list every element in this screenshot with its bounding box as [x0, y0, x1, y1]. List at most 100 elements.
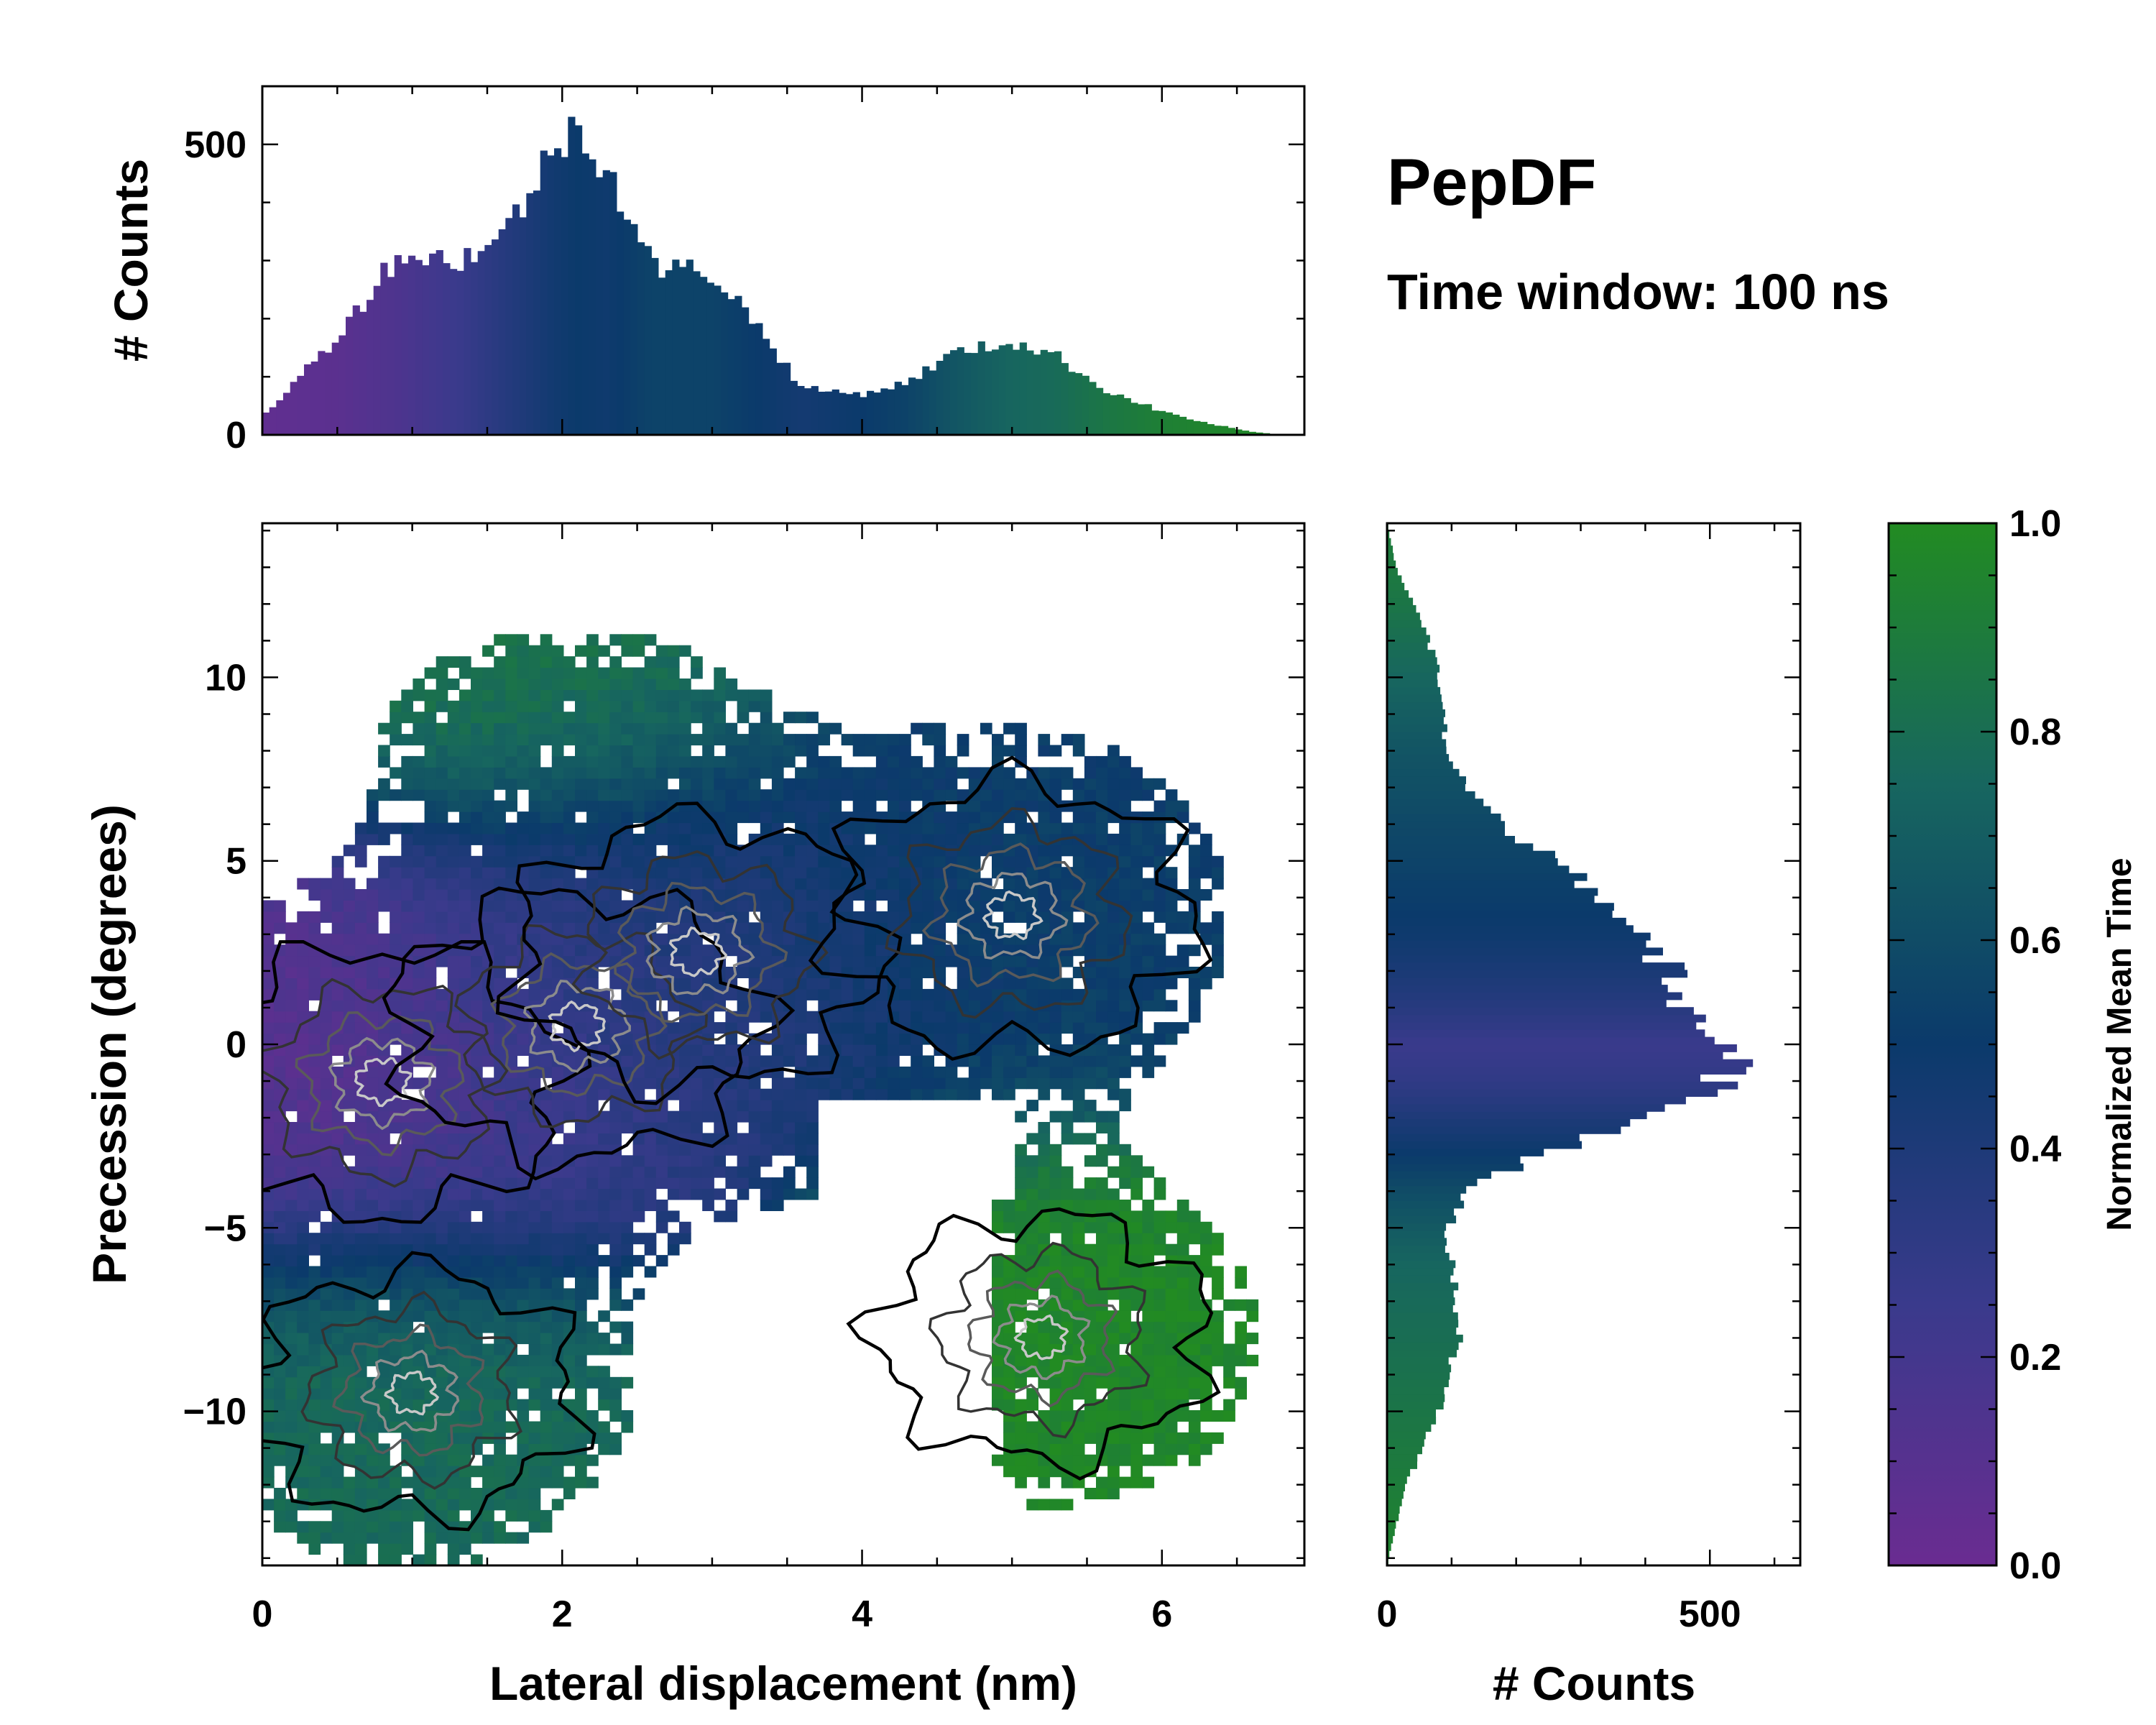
heatmap-cell [459, 1388, 471, 1400]
heatmap-cell [1212, 933, 1224, 945]
heatmap-cell [285, 988, 298, 1000]
heatmap-cell [563, 1133, 576, 1145]
heatmap-cell [621, 1210, 634, 1223]
heatmap-cell [575, 1299, 587, 1311]
heatmap-cell [945, 900, 958, 912]
heatmap-cell [1188, 978, 1201, 990]
heatmap-cell [1107, 1454, 1120, 1466]
top-hist-bar [818, 392, 826, 435]
heatmap-cell [563, 667, 576, 679]
heatmap-cell [1038, 1200, 1051, 1211]
density-contour [454, 924, 709, 1128]
heatmap-cell [308, 878, 321, 890]
heatmap-cell [285, 944, 298, 957]
heatmap-cell [644, 656, 657, 668]
heatmap-cell [737, 1000, 750, 1012]
heatmap-cell [655, 700, 668, 712]
heatmap-cell [632, 1077, 645, 1090]
right-hist-bar [1387, 672, 1437, 680]
top-hist-bar [596, 177, 604, 435]
heatmap-cell [632, 634, 645, 646]
heatmap-cell [980, 1011, 992, 1023]
heatmap-cell [760, 911, 773, 923]
top-hist-bar [1227, 428, 1235, 435]
top-hist-bar [325, 352, 333, 435]
heatmap-cell [563, 911, 576, 923]
heatmap-cell [447, 1554, 460, 1565]
heatmap-cell [528, 988, 541, 1000]
heatmap-cell [992, 1200, 1004, 1211]
top-hist-bar [992, 349, 1000, 435]
heatmap-cell [621, 1000, 634, 1012]
heatmap-cell [1107, 933, 1120, 945]
heatmap-cell [1176, 1432, 1189, 1444]
heatmap-cell [864, 933, 877, 945]
heatmap-cell [308, 978, 321, 990]
heatmap-cell [795, 1077, 807, 1090]
heatmap-cell [1096, 1354, 1108, 1366]
heatmap-cell [320, 1299, 333, 1311]
heatmap-cell [1084, 978, 1097, 990]
heatmap-cell [343, 1421, 356, 1433]
heatmap-cell [679, 855, 691, 868]
heatmap-cell [1153, 1055, 1166, 1067]
heatmap-cell [934, 855, 946, 868]
top-hist-bar [936, 361, 944, 435]
heatmap-cell [1096, 1077, 1108, 1090]
heatmap-cell [424, 889, 437, 901]
heatmap-cell [841, 1044, 854, 1056]
heatmap-cell [1061, 1454, 1074, 1466]
heatmap-cell [285, 1255, 298, 1267]
heatmap-cell [471, 789, 483, 801]
heatmap-cell [806, 1133, 819, 1145]
top-hist-bar [602, 170, 610, 435]
right-hist-bar [1387, 954, 1643, 963]
heatmap-cell [436, 1000, 448, 1012]
heatmap-cell [922, 734, 934, 746]
heatmap-cell [1165, 1022, 1178, 1034]
heatmap-cell [841, 944, 854, 957]
heatmap-cell [1061, 922, 1074, 934]
heatmap-cell [806, 1055, 819, 1067]
heatmap-cell [655, 833, 668, 845]
heatmap-cell [1026, 933, 1038, 945]
heatmap-cell [783, 978, 796, 990]
heatmap-cell [1107, 1166, 1120, 1178]
heatmap-cell [274, 1454, 286, 1466]
heatmap-cell [1049, 988, 1062, 1000]
heatmap-cell [1072, 922, 1085, 934]
heatmap-cell [586, 1166, 599, 1178]
heatmap-cell [771, 845, 784, 857]
heatmap-cell [1107, 1410, 1120, 1422]
heatmap-cell [320, 878, 333, 890]
heatmap-cell [401, 1221, 413, 1233]
heatmap-cell [367, 1421, 379, 1433]
heatmap-cell [691, 755, 703, 768]
heatmap-cell [413, 978, 425, 990]
heatmap-cell [563, 822, 576, 834]
heatmap-cell [262, 1144, 275, 1156]
heatmap-cell [413, 1000, 425, 1012]
heatmap-cell [320, 911, 333, 923]
top-hist-bar [1179, 416, 1187, 435]
heatmap-cell [1176, 1243, 1189, 1256]
heatmap-cell [598, 1366, 610, 1378]
heatmap-cell [378, 1155, 390, 1167]
heatmap-cell [841, 1066, 854, 1078]
heatmap-cell [274, 1421, 286, 1433]
heatmap-cell [482, 1399, 494, 1411]
top-hist-bar [908, 377, 916, 435]
heatmap-cell [691, 767, 703, 779]
heatmap-cell [413, 1266, 425, 1278]
top-hist-bar [609, 172, 617, 435]
heatmap-cell [806, 1110, 819, 1123]
heatmap-cell [494, 900, 506, 912]
heatmap-cell [343, 1454, 356, 1466]
heatmap-cell [598, 1388, 610, 1400]
heatmap-cell [436, 700, 448, 712]
heatmap-cell [1096, 1122, 1108, 1133]
heatmap-cell [609, 1188, 622, 1200]
heatmap-cell [308, 1122, 321, 1133]
heatmap-cell [331, 1388, 344, 1400]
heatmap-cell [725, 1166, 738, 1178]
